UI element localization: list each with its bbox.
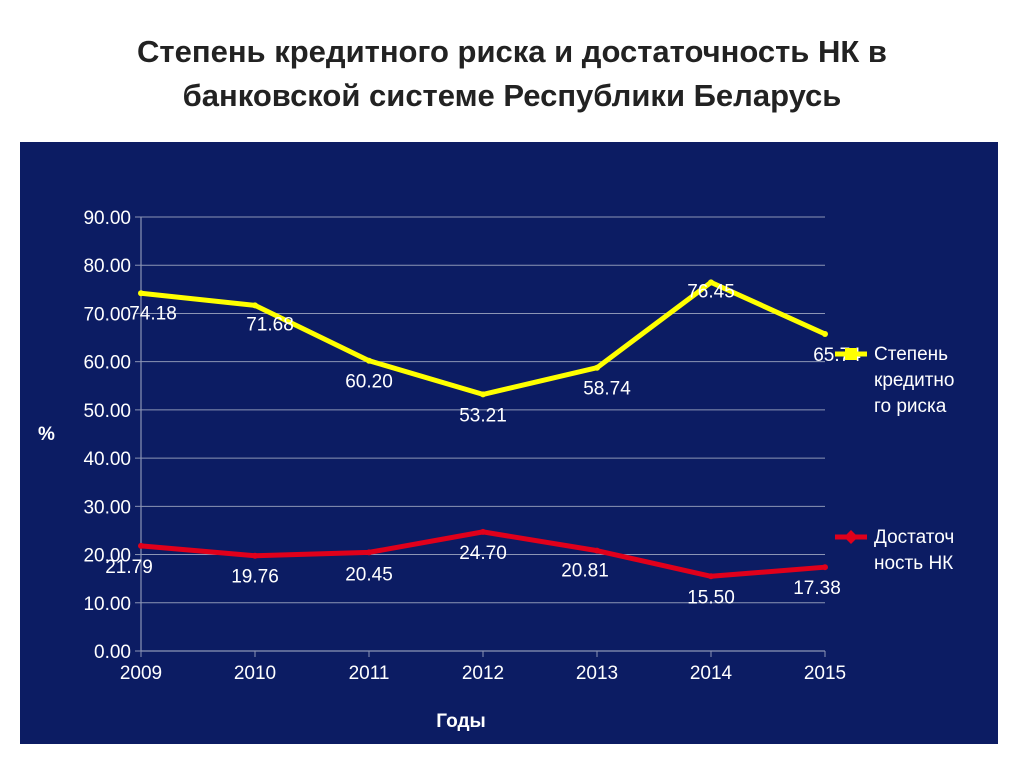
y-tick-label: 10.00 (83, 594, 131, 615)
x-tick-label: 2013 (576, 663, 618, 684)
data-label: 60.20 (345, 372, 393, 393)
data-label: 15.50 (687, 587, 735, 608)
x-tick-label: 2009 (120, 663, 162, 684)
line-chart: 0.00 10.00 20.00 30.00 40.00 50.00 60.00 70.00 8… (20, 142, 998, 744)
axes: 0.00 10.00 20.00 30.00 40.00 50.00 60.00 70.00 8… (83, 208, 846, 684)
data-point (822, 330, 828, 337)
data-label: 20.45 (345, 564, 393, 585)
y-tick-label: 0.00 (94, 642, 131, 663)
slide-title-line2: банковской системе Республики Беларусь (182, 78, 842, 113)
slide-title: Степень кредитного риска и достаточность… (40, 30, 984, 118)
data-point (708, 573, 714, 580)
y-tick-label: 80.00 (83, 256, 131, 277)
data-labels: 74.1871.6860.2053.2158.7476.4565.7421.79… (105, 281, 861, 608)
y-tick-label: 20.00 (83, 546, 131, 567)
data-point (480, 528, 486, 535)
legend-label: Достаточ (874, 527, 954, 548)
data-point (594, 364, 600, 371)
data-label: 19.76 (231, 567, 279, 588)
legend-label: ность НК (874, 553, 953, 574)
data-point (252, 552, 258, 559)
data-point (366, 357, 372, 364)
x-tick-label: 2012 (462, 663, 504, 684)
y-tick-label: 60.00 (83, 353, 131, 374)
y-tick-label: 70.00 (83, 304, 131, 325)
data-label: 21.79 (105, 557, 153, 578)
data-label: 17.38 (793, 578, 841, 599)
legend-label: кредитно (874, 370, 955, 391)
y-tick-label: 90.00 (83, 208, 131, 229)
chart-panel: 0.00 10.00 20.00 30.00 40.00 50.00 60.00 70.00 8… (20, 142, 998, 744)
y-tick-label: 30.00 (83, 497, 131, 518)
data-point (708, 279, 714, 286)
data-point (366, 549, 372, 556)
data-label: 58.74 (583, 379, 631, 400)
y-tick-label: 50.00 (83, 401, 131, 422)
x-tick-label: 2010 (234, 663, 276, 684)
y-tick-label: 40.00 (83, 449, 131, 470)
data-point (138, 290, 144, 297)
data-label: 76.45 (687, 281, 735, 302)
legend-label: го риска (874, 396, 947, 417)
x-tick-label: 2011 (349, 663, 390, 684)
legend-marker-symbol (844, 530, 858, 544)
data-label: 20.81 (561, 561, 609, 582)
legend-marker-symbol (845, 348, 857, 360)
chart-background (20, 142, 998, 744)
data-label: 71.68 (246, 314, 294, 335)
data-point (480, 391, 486, 398)
x-axis-label: Годы (436, 711, 485, 732)
data-point (252, 302, 258, 309)
legend: Степень кредитно го риска Достаточ ность НК (835, 344, 955, 574)
slide-title-line1: Степень кредитного риска и достаточность… (137, 34, 887, 69)
x-tick-label: 2014 (690, 663, 733, 684)
data-label: 53.21 (459, 405, 507, 426)
data-point (822, 564, 828, 571)
data-label: 74.18 (129, 303, 177, 324)
x-tick-label: 2015 (804, 663, 846, 684)
series-lines (138, 279, 828, 580)
legend-label: Степень (874, 344, 948, 365)
data-point (594, 547, 600, 554)
data-label: 24.70 (459, 543, 507, 564)
data-point (138, 542, 144, 549)
y-axis-label: % (38, 424, 55, 445)
